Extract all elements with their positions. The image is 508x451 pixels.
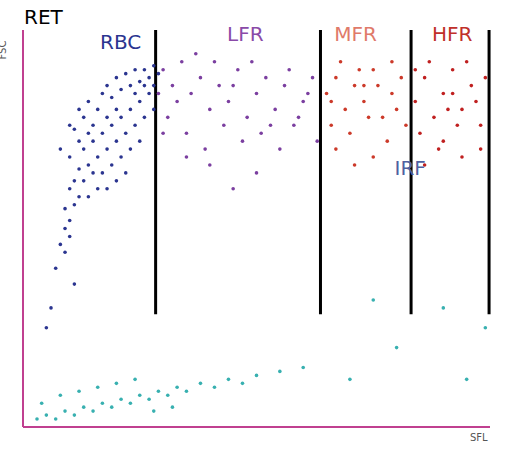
svg-text:HFR: HFR <box>432 22 473 46</box>
svg-text:RBC: RBC <box>100 30 141 54</box>
html-text:RET: RET <box>24 5 63 29</box>
svg-text:LFR: LFR <box>227 22 264 46</box>
html-text:SFL: SFL <box>470 432 488 443</box>
svg-text:MFR: MFR <box>334 22 377 46</box>
svg-text:IRF: IRF <box>394 156 425 180</box>
